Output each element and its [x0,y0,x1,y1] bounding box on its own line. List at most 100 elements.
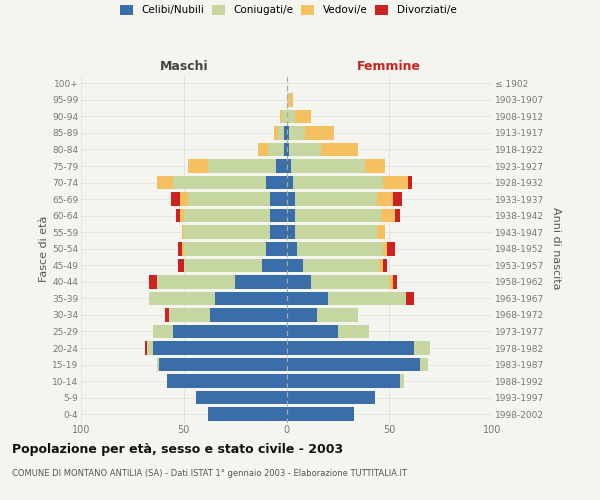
Bar [262,258,287,272]
Bar [287,342,414,355]
Bar [383,176,408,190]
Bar [383,242,387,256]
Bar [311,275,389,288]
Bar [287,226,295,239]
Bar [215,292,287,305]
Bar [408,176,412,190]
Bar [188,192,270,206]
Text: Femmine: Femmine [357,60,421,72]
Bar [173,324,287,338]
Bar [153,342,287,355]
Bar [295,226,377,239]
Bar [182,226,184,239]
Legend: Celibi/Nubili, Coniugati/e, Vedovi/e, Divorziati/e: Celibi/Nubili, Coniugati/e, Vedovi/e, Di… [119,5,457,15]
Bar [389,275,394,288]
Bar [270,209,287,222]
Bar [328,292,406,305]
Bar [400,374,404,388]
Bar [196,391,287,404]
Bar [290,159,365,173]
Bar [184,209,270,222]
Bar [184,226,270,239]
Bar [287,142,289,156]
Bar [179,209,184,222]
Bar [145,342,147,355]
Bar [287,258,303,272]
Bar [258,142,268,156]
Bar [235,275,287,288]
Bar [274,126,278,140]
Bar [169,308,211,322]
Bar [149,292,215,305]
Bar [287,209,295,222]
Bar [283,110,287,123]
Bar [287,374,400,388]
Y-axis label: Fasce di età: Fasce di età [39,216,49,282]
Text: Maschi: Maschi [160,60,208,72]
Text: Popolazione per età, sesso e stato civile - 2003: Popolazione per età, sesso e stato civil… [12,442,343,456]
Bar [167,374,287,388]
Bar [293,176,383,190]
Bar [287,292,328,305]
Bar [414,342,430,355]
Bar [383,258,387,272]
Bar [270,226,287,239]
Bar [278,126,284,140]
Bar [184,242,266,256]
Bar [420,358,428,372]
Bar [395,209,400,222]
Bar [270,192,287,206]
Bar [284,126,287,140]
Bar [157,176,173,190]
Bar [211,308,287,322]
Bar [208,159,276,173]
Y-axis label: Anni di nascita: Anni di nascita [551,208,561,290]
Bar [176,209,179,222]
Bar [381,209,395,222]
Bar [322,142,358,156]
Bar [297,242,383,256]
Bar [287,391,375,404]
Bar [173,176,266,190]
Bar [159,358,287,372]
Bar [178,242,182,256]
Bar [295,209,381,222]
Bar [287,408,355,421]
Bar [338,324,369,338]
Bar [266,242,287,256]
Bar [153,324,173,338]
Bar [377,226,385,239]
Bar [208,408,287,421]
Bar [287,308,317,322]
Bar [157,275,235,288]
Bar [287,93,289,106]
Bar [394,192,401,206]
Bar [305,126,334,140]
Bar [365,159,385,173]
Bar [377,192,394,206]
Bar [172,192,179,206]
Bar [289,142,322,156]
Bar [182,242,184,256]
Bar [284,142,287,156]
Bar [394,275,397,288]
Bar [295,110,311,123]
Bar [287,176,293,190]
Bar [268,142,284,156]
Bar [149,275,157,288]
Bar [287,192,295,206]
Bar [379,258,383,272]
Bar [406,292,414,305]
Bar [295,192,377,206]
Bar [287,324,338,338]
Bar [287,275,311,288]
Bar [303,258,379,272]
Bar [157,358,159,372]
Bar [287,242,297,256]
Bar [165,308,169,322]
Bar [266,176,287,190]
Text: COMUNE DI MONTANO ANTILIA (SA) - Dati ISTAT 1° gennaio 2003 - Elaborazione TUTTI: COMUNE DI MONTANO ANTILIA (SA) - Dati IS… [12,469,407,478]
Bar [184,258,262,272]
Bar [289,93,293,106]
Bar [289,126,305,140]
